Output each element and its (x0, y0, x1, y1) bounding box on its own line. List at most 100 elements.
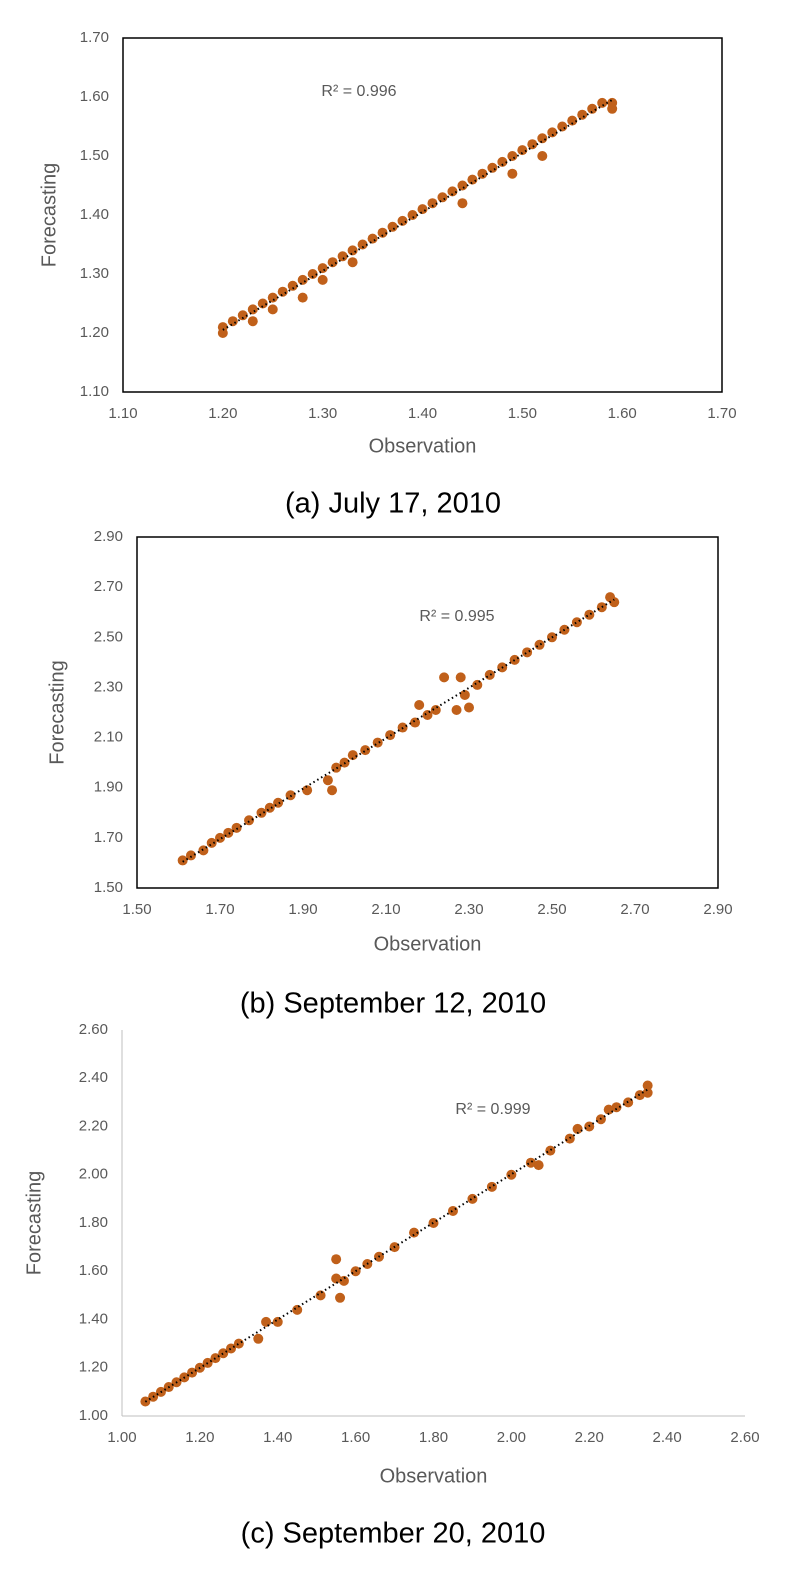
point (237, 310, 248, 321)
x-tick-label: 2.30 (454, 901, 483, 918)
x-tick-label: 1.30 (308, 405, 337, 422)
point (455, 672, 466, 683)
point (327, 257, 338, 268)
point (545, 1145, 556, 1156)
point (447, 186, 458, 197)
point (642, 1087, 653, 1098)
point (422, 710, 433, 721)
x-tick-label: 2.20 (575, 1429, 604, 1446)
x-tick-label: 2.00 (497, 1429, 526, 1446)
y-tick-label: 1.50 (94, 879, 123, 896)
point (331, 1273, 342, 1284)
point (315, 1290, 326, 1301)
point (335, 1292, 346, 1303)
x-tick-label: 2.10 (371, 901, 400, 918)
y-axis-label: Forecasting (46, 660, 68, 765)
x-tick-label: 2.90 (703, 901, 732, 918)
y-tick-label: 1.00 (79, 1407, 108, 1424)
caption: (c) September 20, 2010 (241, 1518, 546, 1550)
point (533, 1160, 544, 1171)
point (331, 1254, 342, 1265)
point (297, 274, 308, 285)
x-tick-label: 1.90 (288, 901, 317, 918)
point (347, 750, 358, 761)
y-tick-label: 2.70 (94, 578, 123, 595)
point (272, 1316, 283, 1327)
point (277, 286, 288, 297)
point (428, 1218, 439, 1228)
point (564, 1133, 575, 1144)
point (177, 855, 188, 866)
y-tick-label: 2.40 (79, 1069, 108, 1086)
point (233, 1338, 244, 1349)
y-tick-label: 1.40 (79, 1310, 108, 1327)
point (302, 785, 313, 796)
point (527, 139, 538, 150)
x-tick-label: 1.60 (341, 1429, 370, 1446)
point (609, 597, 620, 608)
point (338, 1275, 349, 1286)
y-tick-label: 1.50 (80, 147, 109, 164)
point (367, 233, 378, 244)
x-tick-label: 2.60 (730, 1429, 759, 1446)
trendline (182, 598, 615, 863)
x-tick-label: 2.50 (537, 901, 566, 918)
point (397, 215, 408, 226)
point (447, 1205, 458, 1216)
r-squared-annotation: R² = 0.996 (321, 83, 396, 100)
x-axis-label: Observation (380, 1465, 488, 1487)
y-axis-label: Forecasting (23, 1171, 45, 1276)
point (253, 1333, 264, 1344)
point (327, 785, 338, 796)
y-tick-label: 1.90 (94, 779, 123, 796)
point (497, 156, 508, 167)
caption: (a) July 17, 2010 (285, 488, 501, 520)
point (347, 257, 358, 268)
y-tick-label: 1.20 (80, 324, 109, 341)
point (537, 133, 548, 144)
point (267, 304, 278, 315)
point (457, 180, 468, 191)
point (507, 151, 518, 161)
point (307, 269, 318, 279)
r-squared-annotation: R² = 0.995 (419, 608, 494, 625)
point (487, 162, 498, 173)
point (547, 127, 558, 138)
point (360, 745, 371, 756)
point (572, 1123, 583, 1134)
point (611, 1102, 622, 1113)
point (571, 617, 582, 628)
point (486, 1181, 497, 1192)
plot-frame (136, 536, 719, 889)
y-tick-label: 1.30 (80, 265, 109, 282)
point (185, 850, 196, 861)
point (256, 807, 267, 818)
r-squared-annotation: R² = 0.999 (455, 1101, 530, 1118)
x-tick-label: 1.70 (205, 901, 234, 918)
point (231, 822, 242, 833)
y-tick-label: 1.70 (80, 29, 109, 46)
point (287, 280, 298, 291)
point (414, 699, 425, 710)
point (427, 198, 438, 209)
y-tick-label: 1.70 (94, 829, 123, 846)
point (217, 328, 228, 338)
point (607, 103, 618, 114)
point (206, 837, 217, 848)
caption: (b) September 12, 2010 (240, 988, 546, 1020)
point (509, 654, 520, 665)
y-tick-label: 2.20 (79, 1117, 108, 1134)
point (587, 103, 598, 114)
x-tick-label: 1.50 (122, 901, 151, 918)
point (507, 168, 518, 179)
point (247, 304, 258, 315)
point (525, 1157, 536, 1168)
point (337, 251, 348, 262)
point (410, 717, 421, 728)
point (577, 109, 588, 120)
point (377, 227, 388, 238)
point (227, 316, 238, 327)
y-tick-label: 2.90 (94, 528, 123, 545)
point (597, 97, 608, 108)
point (537, 151, 548, 161)
